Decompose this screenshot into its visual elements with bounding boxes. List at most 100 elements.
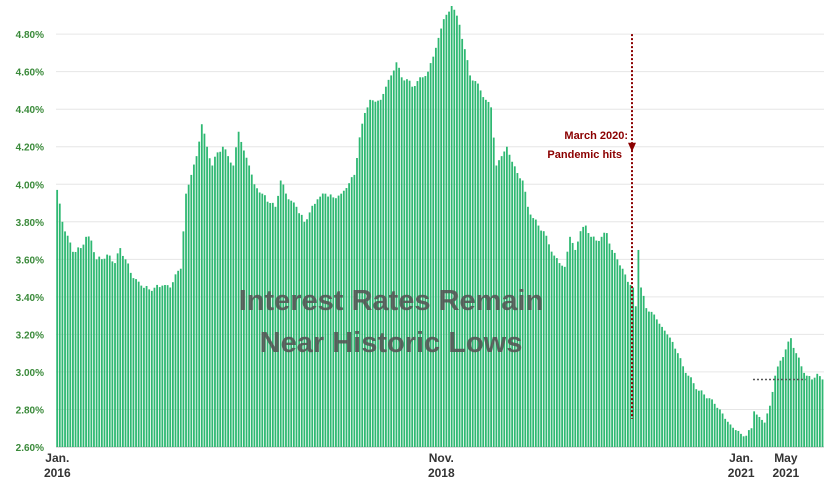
rate-bar — [248, 165, 251, 447]
rate-bar — [219, 151, 222, 447]
rate-bar — [114, 263, 116, 447]
rate-bar — [524, 191, 527, 447]
rate-bar — [719, 409, 721, 447]
rate-bar — [608, 243, 611, 447]
rate-bar — [624, 274, 627, 447]
rate-bar — [185, 193, 187, 447]
rate-bar — [571, 242, 574, 447]
rate-bar — [153, 287, 156, 447]
rate-bar — [169, 287, 172, 447]
y-axis-tick-labels: 2.60% 2.80% 3.00% 3.20% 3.40% 3.60% 3.80% 4.00%… — [16, 30, 44, 454]
rate-bar — [542, 231, 545, 447]
rate-bar — [471, 80, 474, 447]
rate-bar — [603, 232, 606, 447]
rate-bar — [511, 161, 514, 447]
rate-bar — [132, 278, 135, 447]
rate-bar — [211, 165, 214, 447]
rate-bar — [821, 379, 824, 447]
rate-bar — [679, 358, 682, 447]
rate-bar — [713, 403, 716, 447]
rate-bar — [256, 188, 258, 447]
rate-bar — [711, 399, 713, 447]
rate-bar — [103, 258, 106, 447]
y-tick-label: 4.80% — [16, 30, 44, 41]
rate-bar — [674, 348, 677, 447]
rate-bar — [250, 174, 253, 447]
rate-bar — [316, 199, 319, 447]
rate-bar — [400, 77, 403, 447]
rate-bar — [187, 184, 190, 448]
rate-bar — [750, 428, 753, 447]
rate-bar — [598, 240, 600, 447]
rate-bar — [264, 195, 266, 447]
rate-bar — [119, 248, 122, 447]
rate-bar — [190, 174, 193, 447]
rate-bar — [150, 290, 153, 447]
rate-bar — [611, 249, 613, 447]
y-tick-label: 2.60% — [16, 443, 44, 454]
rate-bar — [398, 67, 400, 447]
rate-bar — [477, 83, 479, 447]
rate-bar — [363, 112, 366, 447]
rate-bar — [800, 366, 803, 447]
rate-bar — [495, 165, 498, 447]
rate-bar — [595, 240, 598, 447]
annotation-line-1: March 2020: — [564, 130, 628, 142]
rate-bar — [306, 219, 308, 447]
rate-bar — [382, 93, 385, 448]
rate-bar — [721, 413, 724, 447]
y-tick-label: 2.80% — [16, 405, 44, 416]
rate-bar — [755, 414, 758, 447]
rate-bar — [158, 287, 161, 447]
rate-bar — [124, 259, 127, 447]
rate-bar — [324, 193, 327, 447]
rate-bar — [390, 75, 393, 448]
rate-bar — [779, 360, 782, 447]
rate-bar — [676, 353, 679, 447]
rate-bar — [545, 235, 548, 447]
rate-bar — [466, 60, 469, 448]
rate-bar — [116, 253, 119, 447]
rate-bar — [616, 259, 619, 447]
rate-bar — [221, 146, 224, 448]
rate-bar — [463, 49, 466, 447]
rate-bar — [179, 268, 182, 447]
rate-bar — [95, 259, 98, 447]
rate-bar — [308, 212, 311, 447]
rate-bar — [456, 15, 458, 447]
rate-bar — [579, 231, 582, 447]
rate-bar — [337, 195, 340, 447]
rate-bar — [671, 341, 674, 447]
rate-bar — [548, 244, 550, 447]
rate-bar — [242, 150, 245, 447]
rate-bar — [274, 206, 277, 447]
rate-bar — [285, 193, 287, 447]
pandemic-arrow-head — [628, 142, 636, 152]
rate-bar — [663, 330, 666, 447]
rate-bar — [137, 281, 140, 447]
rate-bar — [619, 265, 621, 447]
x-tick-label: Jan. — [45, 451, 69, 465]
rate-bar — [566, 251, 569, 447]
rate-bar — [803, 372, 805, 447]
rate-bar — [214, 156, 216, 447]
rate-bar — [453, 9, 456, 447]
rate-bar — [240, 141, 243, 447]
rate-bar — [648, 311, 650, 447]
rate-bar — [182, 231, 185, 447]
rate-bar — [98, 256, 101, 447]
rate-bar — [245, 157, 248, 448]
rate-bar — [208, 158, 211, 448]
rate-bar — [708, 398, 711, 447]
rate-bar — [161, 285, 164, 447]
x-tick-year: 2016 — [44, 466, 71, 480]
pandemic-annotation: March 2020: Pandemic hits — [547, 34, 636, 419]
rate-bar — [506, 146, 508, 448]
rate-bar — [374, 101, 377, 448]
rate-bar — [519, 178, 521, 448]
rate-bar — [432, 56, 435, 448]
rate-bar — [766, 413, 769, 447]
rate-bar — [698, 390, 700, 447]
